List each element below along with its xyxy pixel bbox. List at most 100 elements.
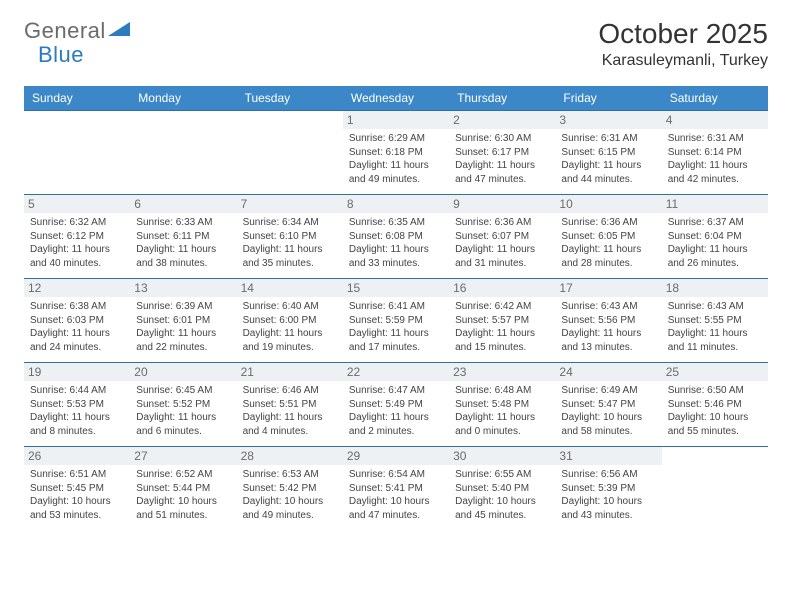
calendar-cell: 29Sunrise: 6:54 AMSunset: 5:41 PMDayligh…: [343, 447, 449, 531]
sunset-text: Sunset: 5:55 PM: [668, 314, 762, 328]
calendar-cell: 7Sunrise: 6:34 AMSunset: 6:10 PMDaylight…: [237, 195, 343, 279]
day-number: 4: [662, 111, 768, 129]
day-info: Sunrise: 6:45 AMSunset: 5:52 PMDaylight:…: [136, 384, 230, 438]
daylight-text: Daylight: 11 hours and 8 minutes.: [30, 411, 124, 438]
day-number: 1: [343, 111, 449, 129]
calendar-cell: 12Sunrise: 6:38 AMSunset: 6:03 PMDayligh…: [24, 279, 130, 363]
sunset-text: Sunset: 5:59 PM: [349, 314, 443, 328]
calendar-cell: 18Sunrise: 6:43 AMSunset: 5:55 PMDayligh…: [662, 279, 768, 363]
day-number: 16: [449, 279, 555, 297]
sunrise-text: Sunrise: 6:52 AM: [136, 468, 230, 482]
calendar-row: 19Sunrise: 6:44 AMSunset: 5:53 PMDayligh…: [24, 363, 768, 447]
brand-logo: General: [24, 18, 132, 44]
day-number: 23: [449, 363, 555, 381]
sunset-text: Sunset: 6:03 PM: [30, 314, 124, 328]
day-info: Sunrise: 6:42 AMSunset: 5:57 PMDaylight:…: [455, 300, 549, 354]
sunset-text: Sunset: 6:11 PM: [136, 230, 230, 244]
daylight-text: Daylight: 11 hours and 13 minutes.: [561, 327, 655, 354]
day-number: 27: [130, 447, 236, 465]
day-number: 11: [662, 195, 768, 213]
day-number: 17: [555, 279, 661, 297]
day-number: 19: [24, 363, 130, 381]
sunrise-text: Sunrise: 6:40 AM: [243, 300, 337, 314]
daylight-text: Daylight: 11 hours and 44 minutes.: [561, 159, 655, 186]
day-number: 30: [449, 447, 555, 465]
sunset-text: Sunset: 5:44 PM: [136, 482, 230, 496]
daylight-text: Daylight: 11 hours and 42 minutes.: [668, 159, 762, 186]
day-info: Sunrise: 6:38 AMSunset: 6:03 PMDaylight:…: [30, 300, 124, 354]
daylight-text: Daylight: 10 hours and 58 minutes.: [561, 411, 655, 438]
daylight-text: Daylight: 11 hours and 19 minutes.: [243, 327, 337, 354]
calendar-cell: 2Sunrise: 6:30 AMSunset: 6:17 PMDaylight…: [449, 111, 555, 195]
daylight-text: Daylight: 11 hours and 31 minutes.: [455, 243, 549, 270]
day-number: 6: [130, 195, 236, 213]
sunset-text: Sunset: 5:42 PM: [243, 482, 337, 496]
sunset-text: Sunset: 6:05 PM: [561, 230, 655, 244]
daylight-text: Daylight: 10 hours and 45 minutes.: [455, 495, 549, 522]
day-info: Sunrise: 6:48 AMSunset: 5:48 PMDaylight:…: [455, 384, 549, 438]
sunrise-text: Sunrise: 6:31 AM: [561, 132, 655, 146]
daylight-text: Daylight: 11 hours and 47 minutes.: [455, 159, 549, 186]
calendar-cell: 5 Sunrise: 6:32 AMSunset: 6:12 PMDaylight…: [24, 195, 130, 279]
sunset-text: Sunset: 6:14 PM: [668, 146, 762, 160]
calendar-cell: 25Sunrise: 6:50 AMSunset: 5:46 PMDayligh…: [662, 363, 768, 447]
sunrise-text: Sunrise: 6:32 AM: [30, 216, 124, 230]
calendar-row: 1 Sunrise: 6:29 AMSunset: 6:18 PMDaylight…: [24, 111, 768, 195]
day-number: 10: [555, 195, 661, 213]
sunset-text: Sunset: 6:17 PM: [455, 146, 549, 160]
sunset-text: Sunset: 5:48 PM: [455, 398, 549, 412]
calendar-cell: 1 Sunrise: 6:29 AMSunset: 6:18 PMDaylight…: [343, 111, 449, 195]
sunset-text: Sunset: 5:49 PM: [349, 398, 443, 412]
calendar-cell: 14Sunrise: 6:40 AMSunset: 6:00 PMDayligh…: [237, 279, 343, 363]
sunset-text: Sunset: 5:41 PM: [349, 482, 443, 496]
calendar-cell: 19Sunrise: 6:44 AMSunset: 5:53 PMDayligh…: [24, 363, 130, 447]
calendar-cell: 28Sunrise: 6:53 AMSunset: 5:42 PMDayligh…: [237, 447, 343, 531]
calendar-cell: 27Sunrise: 6:52 AMSunset: 5:44 PMDayligh…: [130, 447, 236, 531]
day-info: Sunrise: 6:31 AMSunset: 6:14 PMDaylight:…: [668, 132, 762, 186]
sunrise-text: Sunrise: 6:53 AM: [243, 468, 337, 482]
day-info: Sunrise: 6:29 AMSunset: 6:18 PMDaylight:…: [349, 132, 443, 186]
calendar-cell: 30 Sunrise: 6:55 AMSunset: 5:40 PMDayligh…: [449, 447, 555, 531]
sunset-text: Sunset: 5:39 PM: [561, 482, 655, 496]
daylight-text: Daylight: 11 hours and 15 minutes.: [455, 327, 549, 354]
brand-triangle-icon: [108, 20, 130, 43]
daylight-text: Daylight: 11 hours and 4 minutes.: [243, 411, 337, 438]
day-number: 22: [343, 363, 449, 381]
day-info: Sunrise: 6:56 AMSunset: 5:39 PMDaylight:…: [561, 468, 655, 522]
daylight-text: Daylight: 11 hours and 0 minutes.: [455, 411, 549, 438]
sunrise-text: Sunrise: 6:36 AM: [455, 216, 549, 230]
day-info: Sunrise: 6:49 AMSunset: 5:47 PMDaylight:…: [561, 384, 655, 438]
sunset-text: Sunset: 6:00 PM: [243, 314, 337, 328]
daylight-text: Daylight: 11 hours and 35 minutes.: [243, 243, 337, 270]
day-info: Sunrise: 6:46 AMSunset: 5:51 PMDaylight:…: [243, 384, 337, 438]
calendar-cell: 15Sunrise: 6:41 AMSunset: 5:59 PMDayligh…: [343, 279, 449, 363]
sunrise-text: Sunrise: 6:34 AM: [243, 216, 337, 230]
day-info: Sunrise: 6:50 AMSunset: 5:46 PMDaylight:…: [668, 384, 762, 438]
day-number: 9: [449, 195, 555, 213]
day-number: 13: [130, 279, 236, 297]
day-info: Sunrise: 6:47 AMSunset: 5:49 PMDaylight:…: [349, 384, 443, 438]
sunset-text: Sunset: 6:01 PM: [136, 314, 230, 328]
sunrise-text: Sunrise: 6:29 AM: [349, 132, 443, 146]
sunset-text: Sunset: 5:40 PM: [455, 482, 549, 496]
day-info: Sunrise: 6:37 AMSunset: 6:04 PMDaylight:…: [668, 216, 762, 270]
day-info: Sunrise: 6:35 AMSunset: 6:08 PMDaylight:…: [349, 216, 443, 270]
calendar-cell: 9Sunrise: 6:36 AMSunset: 6:07 PMDaylight…: [449, 195, 555, 279]
weekday-header: Thursday: [449, 86, 555, 111]
sunrise-text: Sunrise: 6:50 AM: [668, 384, 762, 398]
day-number: 5: [24, 195, 130, 213]
calendar-table: Sunday Monday Tuesday Wednesday Thursday…: [24, 86, 768, 531]
sunrise-text: Sunrise: 6:51 AM: [30, 468, 124, 482]
daylight-text: Daylight: 11 hours and 40 minutes.: [30, 243, 124, 270]
sunset-text: Sunset: 5:57 PM: [455, 314, 549, 328]
daylight-text: Daylight: 11 hours and 28 minutes.: [561, 243, 655, 270]
sunrise-text: Sunrise: 6:55 AM: [455, 468, 549, 482]
sunset-text: Sunset: 6:12 PM: [30, 230, 124, 244]
sunrise-text: Sunrise: 6:48 AM: [455, 384, 549, 398]
brand-part2: Blue: [38, 42, 84, 67]
sunrise-text: Sunrise: 6:33 AM: [136, 216, 230, 230]
weekday-header: Friday: [555, 86, 661, 111]
sunrise-text: Sunrise: 6:49 AM: [561, 384, 655, 398]
day-info: Sunrise: 6:33 AMSunset: 6:11 PMDaylight:…: [136, 216, 230, 270]
calendar-cell: 6 Sunrise: 6:33 AMSunset: 6:11 PMDaylight…: [130, 195, 236, 279]
